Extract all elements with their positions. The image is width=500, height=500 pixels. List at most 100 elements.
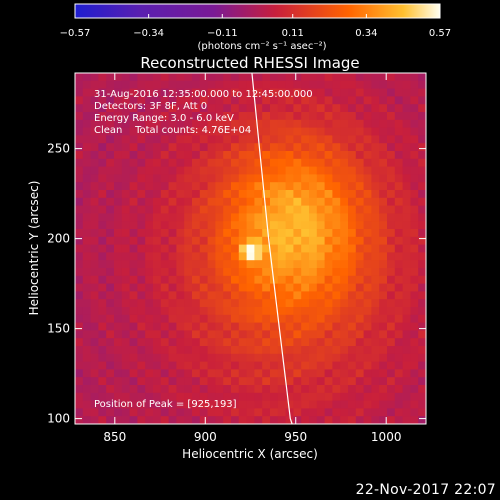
heatmap-cell xyxy=(129,392,138,402)
heatmap-cell xyxy=(153,205,162,214)
heatmap-cell xyxy=(121,268,131,277)
heatmap-cell xyxy=(324,104,333,113)
heatmap-cell xyxy=(176,213,185,222)
heatmap-cell xyxy=(75,158,84,168)
heatmap-cell xyxy=(371,135,380,144)
heatmap-cell xyxy=(246,307,255,316)
heatmap-cell xyxy=(137,369,146,378)
heatmap-cell xyxy=(348,361,357,370)
heatmap-cell xyxy=(82,291,92,300)
heatmap-cell xyxy=(184,221,193,230)
heatmap-cell xyxy=(82,96,92,105)
heatmap-cell xyxy=(285,322,294,331)
heatmap-cell xyxy=(75,283,84,292)
solar-limb-line xyxy=(251,73,293,424)
heatmap-cell xyxy=(114,338,123,347)
heatmap-cell xyxy=(394,330,404,339)
heatmap-cell xyxy=(137,408,146,417)
heatmap-cell xyxy=(394,385,404,394)
heatmap-cell xyxy=(238,377,248,386)
heatmap-cell xyxy=(418,330,426,339)
heatmap-cell xyxy=(75,369,84,378)
heatmap-cell xyxy=(371,151,380,160)
heatmap-cell xyxy=(137,338,146,347)
heatmap-cell xyxy=(82,119,92,129)
heatmap-cell xyxy=(160,314,170,324)
heatmap-cell xyxy=(160,353,170,363)
heatmap-cell xyxy=(246,80,255,90)
heatmap-cell xyxy=(82,151,92,160)
heatmap-cell xyxy=(348,400,357,409)
heatmap-cell xyxy=(145,369,154,378)
heatmap-cell xyxy=(410,73,419,82)
heatmap-cell xyxy=(332,205,341,214)
heatmap-cell xyxy=(82,143,92,152)
heatmap-cell xyxy=(379,229,388,238)
heatmap-cell xyxy=(176,338,185,347)
heatmap-cell xyxy=(410,135,419,144)
heatmap-cell xyxy=(379,385,388,394)
heatmap-cell xyxy=(215,369,224,378)
heatmap-cell xyxy=(192,330,201,339)
heatmap-cell xyxy=(129,73,138,82)
heatmap-cell xyxy=(184,135,193,144)
heatmap-cell xyxy=(176,80,185,90)
heatmap-cell xyxy=(121,369,131,378)
heatmap-cell xyxy=(129,299,138,308)
heatmap-cell xyxy=(418,385,426,394)
heatmap-cell xyxy=(176,307,185,316)
heatmap-cell xyxy=(254,268,263,277)
heatmap-cell xyxy=(223,275,232,285)
heatmap-cell xyxy=(199,88,209,97)
heatmap-cell xyxy=(387,314,396,324)
heatmap-cell xyxy=(98,260,107,269)
heatmap-cell xyxy=(129,275,138,285)
heatmap-cell xyxy=(223,205,232,214)
heatmap-cell xyxy=(215,307,224,316)
heatmap-cell xyxy=(355,307,365,316)
heatmap-cell xyxy=(301,236,310,246)
heatmap-cell xyxy=(262,338,271,347)
heatmap-cell xyxy=(90,400,99,409)
heatmap-cell xyxy=(90,392,99,402)
heatmap-cell xyxy=(184,291,193,300)
heatmap-cell xyxy=(145,377,154,386)
heatmap-cell xyxy=(394,322,404,331)
heatmap-cell xyxy=(153,299,162,308)
heatmap-cell xyxy=(355,275,365,285)
heatmap-cell xyxy=(387,244,396,253)
heatmap-cell xyxy=(168,346,177,355)
heatmap-cell xyxy=(153,73,162,82)
heatmap-cell xyxy=(106,346,115,355)
heatmap-cell xyxy=(324,112,333,121)
heatmap-cell xyxy=(316,260,326,269)
heatmap-cell xyxy=(106,80,115,90)
heatmap-cell xyxy=(137,96,146,105)
heatmap-cell xyxy=(332,385,341,394)
heatmap-cell xyxy=(129,112,138,121)
heatmap-cell xyxy=(192,408,201,417)
heatmap-cell xyxy=(215,73,224,82)
heatmap-cell xyxy=(394,174,404,183)
heatmap-cell xyxy=(215,213,224,222)
heatmap-cell xyxy=(192,268,201,277)
heatmap-cell xyxy=(410,377,419,386)
colorbar-tick-label: −0.11 xyxy=(207,28,238,39)
heatmap-cell xyxy=(75,416,84,424)
heatmap-cell xyxy=(215,385,224,394)
heatmap-cell xyxy=(355,119,365,129)
heatmap-cell xyxy=(270,221,279,230)
heatmap-cell xyxy=(114,236,123,246)
heatmap-cell xyxy=(98,338,107,347)
heatmap-cell xyxy=(207,416,216,424)
heatmap-cell xyxy=(371,275,380,285)
heatmap-cell xyxy=(394,260,404,269)
heatmap-cell xyxy=(277,80,287,90)
heatmap-cell xyxy=(231,190,240,199)
heatmap-cell xyxy=(332,174,341,183)
heatmap-cell xyxy=(160,197,170,207)
heatmap-cell xyxy=(309,392,318,402)
heatmap-cell xyxy=(340,205,349,214)
heatmap-cell xyxy=(309,190,318,199)
heatmap-cell xyxy=(402,166,411,175)
